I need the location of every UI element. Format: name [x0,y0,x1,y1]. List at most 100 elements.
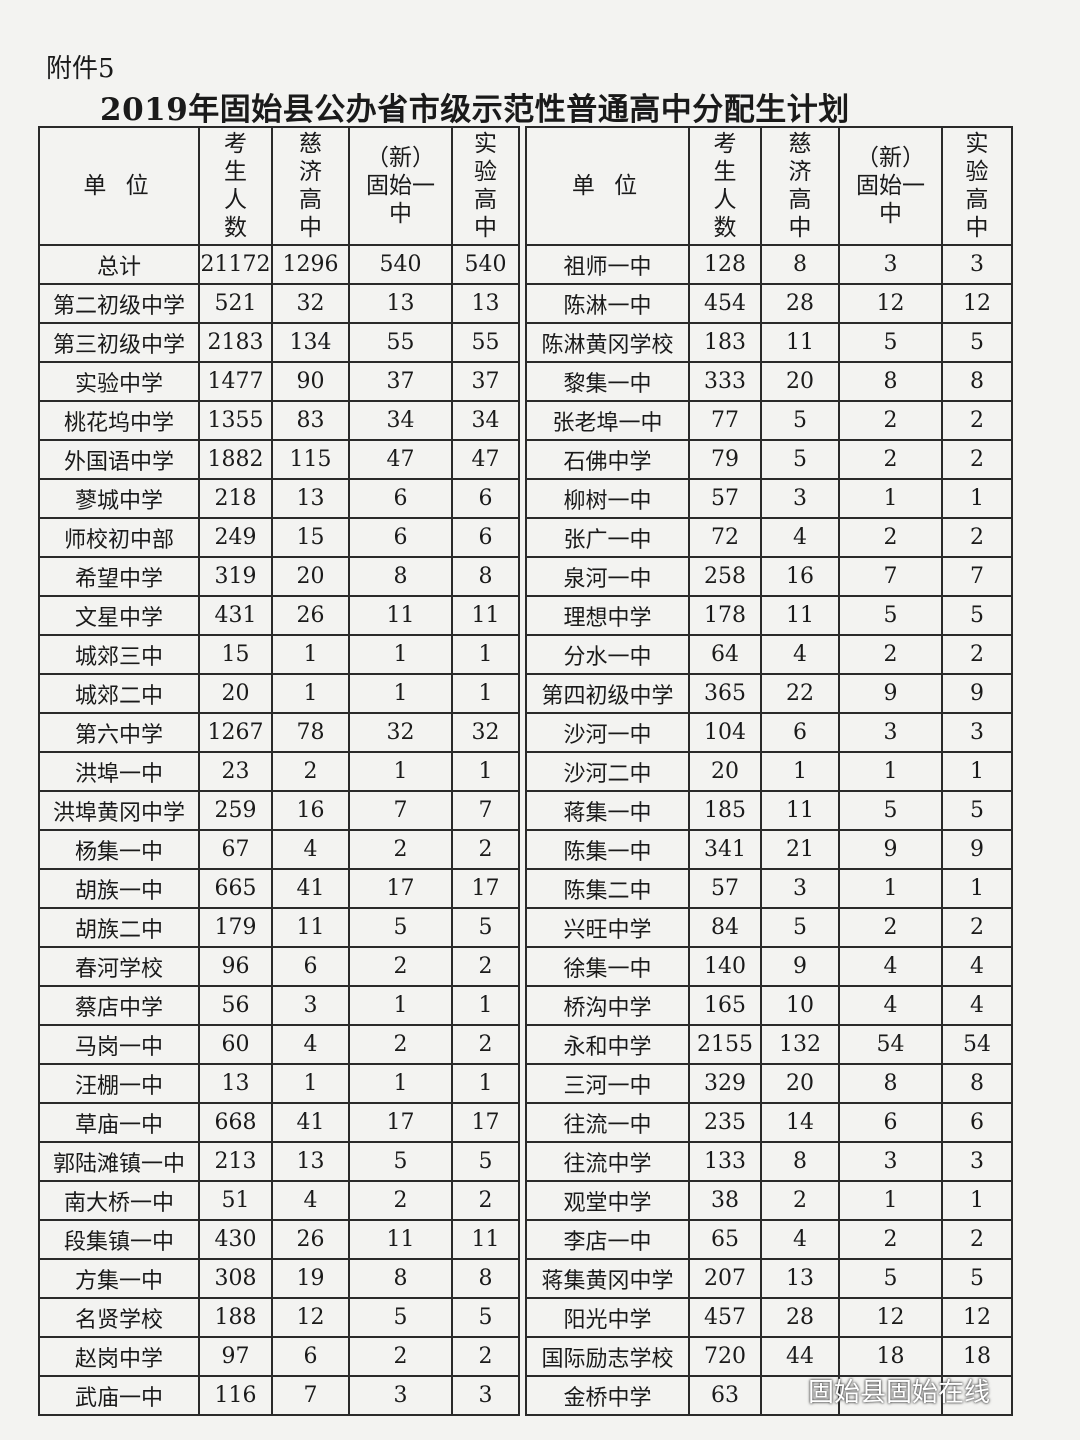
table-row: 蒋集黄冈中学 207 13 5 5 [525,1258,1013,1299]
number-cell: 6 [451,478,520,519]
number-cell: 78 [271,712,350,753]
number-cell: 72 [688,517,762,558]
school-name: 第二初级中学 [38,283,200,324]
number-cell: 17 [451,868,520,909]
number-cell: 15 [198,634,273,675]
number-cell: 665 [198,868,273,909]
number-cell: 5 [348,1141,453,1182]
table-row: 兴旺中学 84 5 2 2 [525,907,1013,948]
number-cell: 77 [688,400,762,441]
table-row: 蓼城中学 218 13 6 6 [38,478,520,519]
number-cell: 54 [838,1024,943,1065]
right-table: 单 位考生人数 慈济高中 （新）固始一中 实验高中 祖师一中 128 8 3 3 陈淋一中 454 2… [525,126,1013,1416]
number-cell: 65 [688,1219,762,1260]
number-cell: 3 [838,712,943,753]
number-cell: 6 [941,1102,1013,1143]
number-cell: 8 [838,1063,943,1104]
number-cell: 540 [348,244,453,285]
number-cell: 11 [760,322,840,363]
number-cell: 133 [688,1141,762,1182]
number-cell: 8 [760,1141,840,1182]
number-cell: 1 [451,985,520,1026]
school-name: 南大桥一中 [38,1180,200,1221]
table-row: 蔡店中学 56 3 1 1 [38,985,520,1026]
number-cell: 2 [941,439,1013,480]
number-cell: 47 [348,439,453,480]
number-cell: 1 [348,673,453,714]
table-row: 徐集一中 140 9 4 4 [525,946,1013,987]
document-title: 2019年固始县公办省市级示范性普通高中分配生计划 [100,92,850,128]
school-name: 第六中学 [38,712,200,753]
number-cell: 1 [941,1180,1013,1221]
number-cell: 132 [760,1024,840,1065]
school-name: 胡族二中 [38,907,200,948]
number-cell: 2 [941,517,1013,558]
number-cell: 97 [198,1336,273,1377]
number-cell: 64 [688,634,762,675]
number-cell: 5 [760,907,840,948]
number-cell: 37 [348,361,453,402]
school-name: 阳光中学 [525,1297,690,1338]
number-cell: 128 [688,244,762,285]
number-cell: 2 [271,751,350,792]
school-name: 陈淋黄冈学校 [525,322,690,363]
table-row: 陈淋一中 454 28 12 12 [525,283,1013,324]
table-row: 第六中学 1267 78 32 32 [38,712,520,753]
column-header: （新）固始一中 [838,126,943,246]
number-cell: 116 [198,1375,273,1416]
table-row: 金桥中学 63 [525,1375,1013,1416]
number-cell: 430 [198,1219,273,1260]
number-cell: 4 [760,634,840,675]
school-name: 兴旺中学 [525,907,690,948]
number-cell: 13 [198,1063,273,1104]
header-row: 单 位考生人数 慈济高中 （新）固始一中 实验高中 [38,126,520,246]
column-header: 考生人数 [198,126,273,246]
table-row: 泉河一中 258 16 7 7 [525,556,1013,597]
number-cell: 1 [271,634,350,675]
number-cell: 319 [198,556,273,597]
number-cell: 5 [941,595,1013,636]
number-cell: 2 [838,517,943,558]
number-cell: 41 [271,868,350,909]
number-cell: 4 [271,1180,350,1221]
number-cell: 4 [941,946,1013,987]
number-cell: 521 [198,283,273,324]
table-row: 外国语中学 1882 115 47 47 [38,439,520,480]
number-cell: 1296 [271,244,350,285]
attachment-label: 附件5 [46,54,115,84]
number-cell: 104 [688,712,762,753]
number-cell: 84 [688,907,762,948]
number-cell: 308 [198,1258,273,1299]
number-cell: 11 [760,790,840,831]
table-row: 永和中学 2155 132 54 54 [525,1024,1013,1065]
number-cell: 79 [688,439,762,480]
school-name: 往流一中 [525,1102,690,1143]
table-row: 希望中学 319 20 8 8 [38,556,520,597]
number-cell: 26 [271,595,350,636]
number-cell: 15 [271,517,350,558]
number-cell: 235 [688,1102,762,1143]
number-cell: 1267 [198,712,273,753]
number-cell: 47 [451,439,520,480]
number-cell: 365 [688,673,762,714]
school-name: 三河一中 [525,1063,690,1104]
number-cell: 11 [348,595,453,636]
number-cell: 9 [838,829,943,870]
number-cell: 165 [688,985,762,1026]
number-cell: 2 [348,1180,453,1221]
number-cell: 213 [198,1141,273,1182]
column-header: 单 位 [38,126,200,246]
school-name: 沙河二中 [525,751,690,792]
number-cell: 13 [271,1141,350,1182]
table-row: 草庙一中 668 41 17 17 [38,1102,520,1143]
number-cell: 5 [838,322,943,363]
number-cell: 60 [198,1024,273,1065]
number-cell: 178 [688,595,762,636]
number-cell: 4 [760,517,840,558]
school-name: 第三初级中学 [38,322,200,363]
number-cell: 2 [348,1024,453,1065]
school-name: 蒋集黄冈中学 [525,1258,690,1299]
school-name: 金桥中学 [525,1375,690,1416]
school-name: 汪棚一中 [38,1063,200,1104]
number-cell: 1 [348,1063,453,1104]
